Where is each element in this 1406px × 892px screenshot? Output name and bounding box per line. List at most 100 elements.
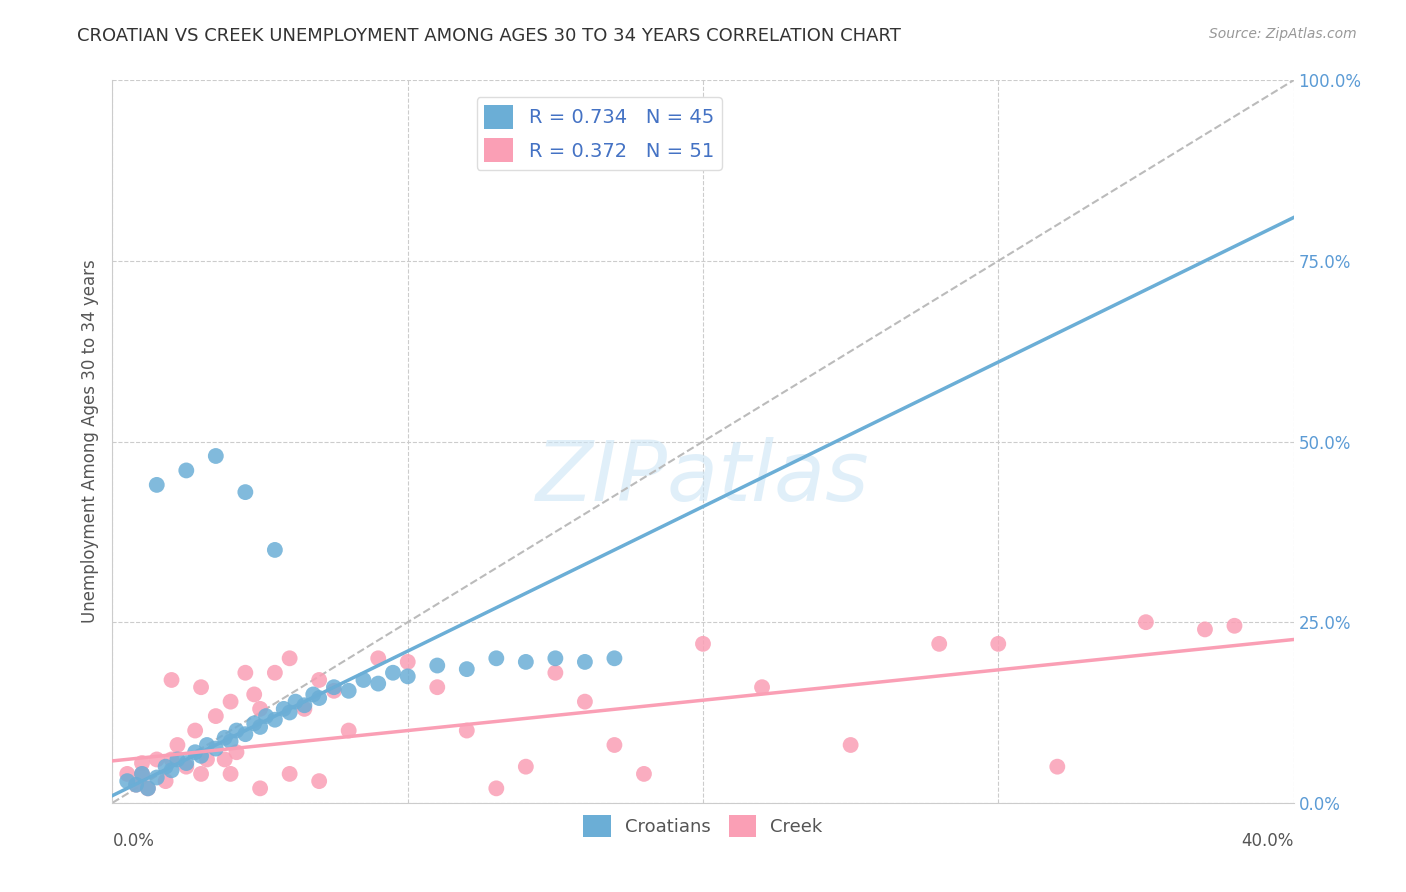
Point — [243, 687, 266, 701]
Text: Source: ZipAtlas.com: Source: ZipAtlas.com — [1209, 27, 1357, 41]
Point — [278, 706, 301, 720]
Point — [174, 463, 197, 477]
Point — [574, 695, 596, 709]
Point — [367, 651, 389, 665]
Point — [155, 760, 177, 774]
Point — [1223, 619, 1246, 633]
Point — [426, 658, 449, 673]
Point — [264, 665, 287, 680]
Point — [205, 741, 228, 756]
Point — [292, 702, 315, 716]
Point — [987, 637, 1010, 651]
Point — [190, 680, 212, 694]
Point — [219, 767, 242, 781]
Text: 0.0%: 0.0% — [112, 831, 155, 850]
Point — [284, 695, 307, 709]
Point — [633, 767, 655, 781]
Point — [195, 738, 218, 752]
Point — [233, 485, 256, 500]
Legend: R = 0.734   N = 45, R = 0.372   N = 51: R = 0.734 N = 45, R = 0.372 N = 51 — [477, 97, 723, 170]
Point — [456, 723, 478, 738]
Point — [131, 767, 153, 781]
Point — [225, 745, 247, 759]
Point — [264, 542, 287, 557]
Point — [155, 774, 177, 789]
Point — [426, 680, 449, 694]
Point — [337, 683, 360, 698]
Point — [603, 651, 626, 665]
Point — [1046, 760, 1069, 774]
Point — [219, 695, 242, 709]
Text: CROATIAN VS CREEK UNEMPLOYMENT AMONG AGES 30 TO 34 YEARS CORRELATION CHART: CROATIAN VS CREEK UNEMPLOYMENT AMONG AGE… — [77, 27, 901, 45]
Point — [308, 774, 330, 789]
Point — [136, 781, 159, 796]
Point — [839, 738, 862, 752]
Point — [308, 673, 330, 687]
Point — [146, 771, 169, 785]
Point — [692, 637, 714, 651]
Point — [160, 764, 183, 778]
Point — [278, 767, 301, 781]
Point — [214, 731, 236, 745]
Point — [515, 760, 537, 774]
Point — [485, 651, 508, 665]
Point — [117, 767, 138, 781]
Point — [166, 738, 188, 752]
Point — [205, 709, 228, 723]
Point — [117, 774, 138, 789]
Point — [205, 449, 228, 463]
Point — [544, 651, 567, 665]
Point — [174, 756, 197, 770]
Point — [146, 478, 169, 492]
Point — [515, 655, 537, 669]
Point — [131, 767, 153, 781]
Point — [308, 691, 330, 706]
Point — [278, 651, 301, 665]
Y-axis label: Unemployment Among Ages 30 to 34 years: Unemployment Among Ages 30 to 34 years — [80, 260, 98, 624]
Point — [751, 680, 773, 694]
Point — [367, 676, 389, 690]
Point — [292, 698, 315, 713]
Point — [382, 665, 405, 680]
Point — [160, 752, 183, 766]
Point — [323, 683, 346, 698]
Text: 40.0%: 40.0% — [1241, 831, 1294, 850]
Text: ZIPatlas: ZIPatlas — [536, 437, 870, 518]
Point — [233, 727, 256, 741]
Point — [125, 778, 148, 792]
Point — [574, 655, 596, 669]
Point — [603, 738, 626, 752]
Point — [396, 655, 419, 669]
Point — [233, 665, 256, 680]
Point — [190, 767, 212, 781]
Point — [184, 745, 207, 759]
Point — [214, 752, 236, 766]
Point — [323, 680, 346, 694]
Point — [337, 723, 360, 738]
Point — [1194, 623, 1216, 637]
Point — [352, 673, 374, 687]
Point — [136, 781, 159, 796]
Point — [190, 748, 212, 763]
Point — [184, 723, 207, 738]
Point — [195, 752, 218, 766]
Point — [273, 702, 295, 716]
Point — [485, 781, 508, 796]
Point — [249, 702, 271, 716]
Point — [1135, 615, 1157, 630]
Point — [928, 637, 950, 651]
Point — [174, 760, 197, 774]
Point — [396, 669, 419, 683]
Point — [146, 752, 169, 766]
Point — [160, 673, 183, 687]
Point — [544, 665, 567, 680]
Point — [219, 734, 242, 748]
Point — [166, 752, 188, 766]
Point — [456, 662, 478, 676]
Point — [249, 781, 271, 796]
Point — [125, 778, 148, 792]
Point — [254, 709, 277, 723]
Point — [249, 720, 271, 734]
Point — [131, 756, 153, 770]
Point — [225, 723, 247, 738]
